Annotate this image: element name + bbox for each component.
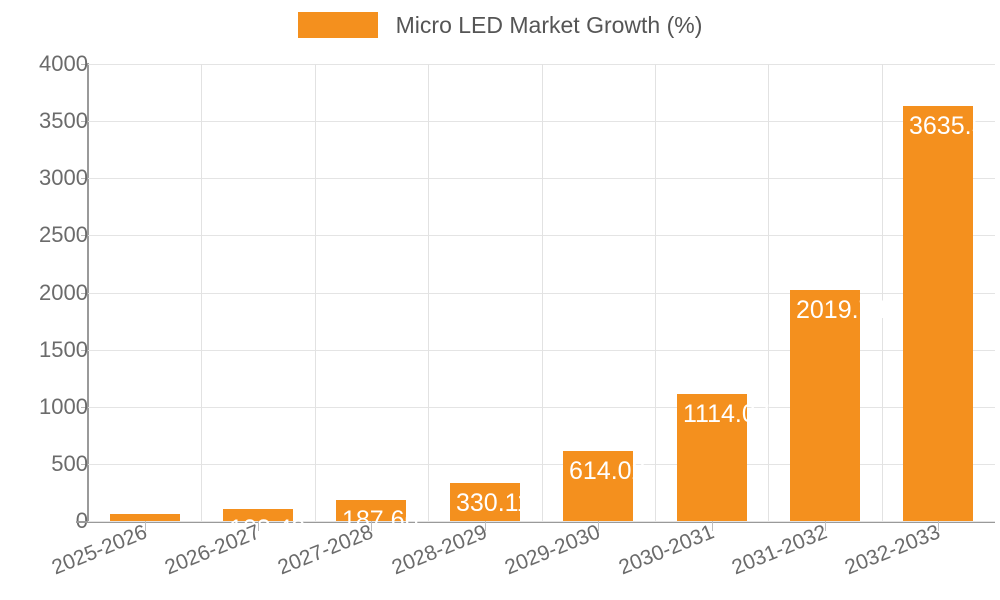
- y-tick-label: 500: [51, 450, 88, 476]
- bar[interactable]: [110, 514, 180, 521]
- legend-series-label: Micro LED Market Growth (%): [395, 12, 703, 38]
- y-gridline: [88, 178, 995, 180]
- x-tick-mark: [485, 521, 486, 531]
- bar[interactable]: [790, 290, 860, 521]
- x-tick-mark: [712, 521, 713, 531]
- y-gridline: [88, 406, 995, 408]
- bar[interactable]: [563, 450, 633, 521]
- plot-area: 57.17 103.49 187.66 330.11 614.02 1114.07 2019…: [76, 63, 999, 547]
- x-tick-mark: [938, 521, 939, 531]
- y-gridline: [88, 64, 995, 65]
- y-tick-mark: [81, 121, 89, 123]
- y-gridline: [88, 521, 995, 522]
- y-gridline: [88, 292, 995, 294]
- y-tick-label: 3500: [39, 108, 88, 134]
- y-gridline: [88, 349, 995, 351]
- x-axis: 2025-2026 2026-2027 2027-2028 2028-2029 2029…: [0, 520, 1000, 600]
- x-category-label: 2027-2028: [274, 520, 377, 580]
- x-category-label: 2028-2029: [388, 520, 491, 580]
- x-category-label: 2026-2027: [161, 520, 264, 580]
- x-category-label: 2032-2033: [841, 520, 944, 580]
- y-tick-mark: [81, 292, 89, 294]
- x-tick-mark: [598, 521, 599, 531]
- x-category-label: 2031-2032: [728, 520, 831, 580]
- y-tick-label: 1500: [39, 336, 88, 362]
- x-axis-line: [76, 521, 995, 523]
- y-gridline: [88, 235, 995, 237]
- x-gridline: [882, 64, 883, 521]
- y-axis: 0 500 1000 1500 2000 2500 3000 3500 4000: [0, 0, 89, 600]
- chart-legend[interactable]: Micro LED Market Growth (%): [0, 12, 1000, 38]
- y-tick-mark: [81, 64, 89, 65]
- x-gridline: [768, 64, 769, 521]
- y-tick-label: 3000: [39, 165, 88, 191]
- x-tick-mark: [145, 521, 146, 531]
- y-tick-label: 2500: [39, 222, 88, 248]
- y-gridline: [88, 463, 995, 465]
- y-tick-mark: [81, 463, 89, 465]
- x-category-label: 2029-2030: [501, 520, 604, 580]
- x-gridline: [201, 64, 202, 521]
- bar[interactable]: [903, 105, 973, 521]
- x-tick-mark: [825, 521, 826, 531]
- y-tick-label: 4000: [39, 51, 88, 76]
- x-tick-mark: [371, 521, 372, 531]
- y-tick-label: 1000: [39, 393, 88, 419]
- y-tick-label: 0: [12, 510, 88, 532]
- y-tick-mark: [81, 406, 89, 408]
- x-gridline: [428, 64, 429, 521]
- legend-color-swatch: [297, 12, 378, 38]
- y-tick-mark: [81, 178, 89, 180]
- y-tick-mark: [81, 349, 89, 351]
- x-gridline: [315, 64, 316, 521]
- y-tick-label: 2000: [39, 279, 88, 305]
- bar[interactable]: [223, 509, 293, 521]
- bar[interactable]: [336, 499, 406, 521]
- x-category-label: 2025-2026: [48, 520, 151, 580]
- x-tick-mark: [258, 521, 259, 531]
- y-tick-mark: [81, 235, 89, 237]
- plot-frame: 57.17 103.49 187.66 330.11 614.02 1114.07 2019…: [76, 63, 999, 547]
- x-gridline: [655, 64, 656, 521]
- x-category-label: 2030-2031: [615, 520, 718, 580]
- bar[interactable]: [450, 483, 520, 521]
- y-gridline: [88, 121, 995, 123]
- x-gridline: [542, 64, 543, 521]
- bar[interactable]: [677, 393, 747, 521]
